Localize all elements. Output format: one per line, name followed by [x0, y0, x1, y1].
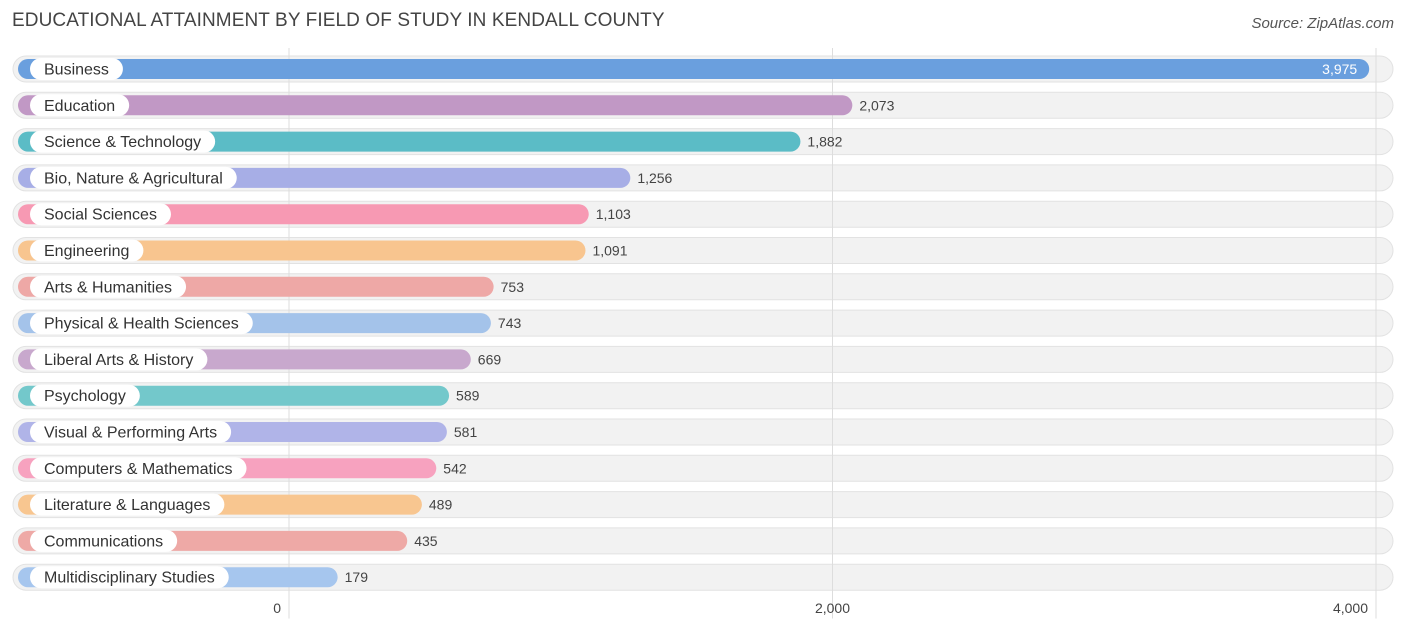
category-label-pill	[30, 203, 171, 226]
category-label-pill	[30, 275, 187, 298]
x-tick-label: 2,000	[815, 600, 850, 616]
value-label: 1,256	[637, 170, 672, 186]
category-label: Physical & Health Sciences	[44, 316, 239, 333]
category-label-pill	[30, 493, 225, 516]
category-label-pill	[30, 566, 229, 589]
category-label: Business	[44, 62, 109, 79]
category-label-pill	[30, 94, 130, 117]
value-label: 179	[345, 569, 369, 585]
x-tick-label: 0	[273, 600, 281, 616]
category-label: Psychology	[44, 388, 126, 405]
category-label-pill	[30, 58, 123, 80]
row-track	[12, 563, 1394, 591]
category-label-pill	[30, 384, 140, 407]
category-label: Liberal Arts & History	[44, 352, 193, 369]
value-label: 753	[501, 279, 525, 295]
source-credit: Source: ZipAtlas.com	[1251, 15, 1394, 32]
value-label: 669	[478, 351, 502, 367]
value-label: 2,073	[859, 97, 894, 113]
category-label: Education	[44, 98, 115, 115]
category-label-pill	[30, 457, 247, 480]
value-label: 435	[414, 533, 438, 549]
category-label: Literature & Languages	[44, 497, 210, 514]
category-label-pill	[30, 529, 178, 552]
x-tick-label: 4,000	[1333, 600, 1368, 616]
value-label: 1,103	[596, 206, 631, 222]
category-label: Computers & Mathematics	[44, 461, 233, 478]
bar[interactable]	[18, 95, 853, 116]
category-label: Bio, Nature & Agricultural	[44, 170, 223, 187]
value-label: 1,091	[592, 243, 627, 259]
value-label: 489	[429, 497, 453, 513]
bar[interactable]	[18, 59, 1370, 79]
value-label: 542	[443, 460, 467, 476]
category-label-pill	[30, 166, 237, 189]
category-label: Visual & Performing Arts	[44, 425, 217, 442]
category-label: Social Sciences	[44, 207, 157, 224]
bar[interactable]	[18, 240, 586, 261]
category-label-pill	[30, 348, 208, 371]
category-label: Science & Technology	[44, 134, 201, 151]
value-label: 589	[456, 388, 480, 404]
category-label: Multidisciplinary Studies	[44, 570, 215, 587]
value-label: 3,975	[1322, 61, 1357, 77]
category-label-pill	[30, 312, 253, 335]
value-label: 581	[454, 424, 478, 440]
category-label-pill	[30, 421, 232, 443]
chart-title: EDUCATIONAL ATTAINMENT BY FIELD OF STUDY…	[12, 10, 665, 31]
value-label: 1,882	[807, 134, 842, 150]
category-label: Engineering	[44, 243, 129, 260]
category-label-pill	[30, 130, 216, 153]
category-label-pill	[30, 239, 144, 262]
category-label: Communications	[44, 533, 163, 550]
value-label: 743	[498, 315, 522, 331]
category-label: Arts & Humanities	[44, 279, 172, 296]
